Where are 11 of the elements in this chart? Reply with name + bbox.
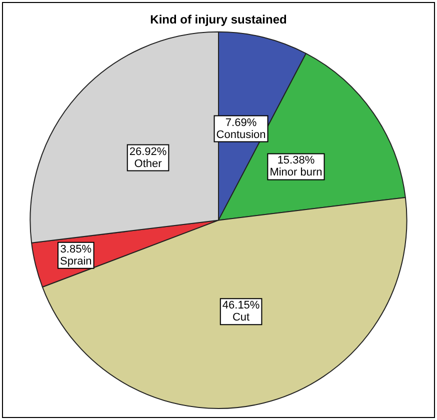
slice-label: Sprain — [60, 255, 92, 268]
slice-label: Cut — [232, 312, 250, 324]
slice-label: Minor burn — [270, 166, 322, 179]
chart-title: Kind of injury sustained — [150, 12, 287, 27]
data-label: 46.15% — [222, 300, 260, 312]
slice-label: Other — [134, 158, 162, 170]
slice-label: Contusion — [216, 128, 266, 141]
data-label: 3.85% — [60, 243, 92, 256]
data-label: 15.38% — [277, 154, 315, 167]
data-label: 26.92% — [129, 146, 167, 158]
data-label: 7.69% — [225, 116, 257, 129]
